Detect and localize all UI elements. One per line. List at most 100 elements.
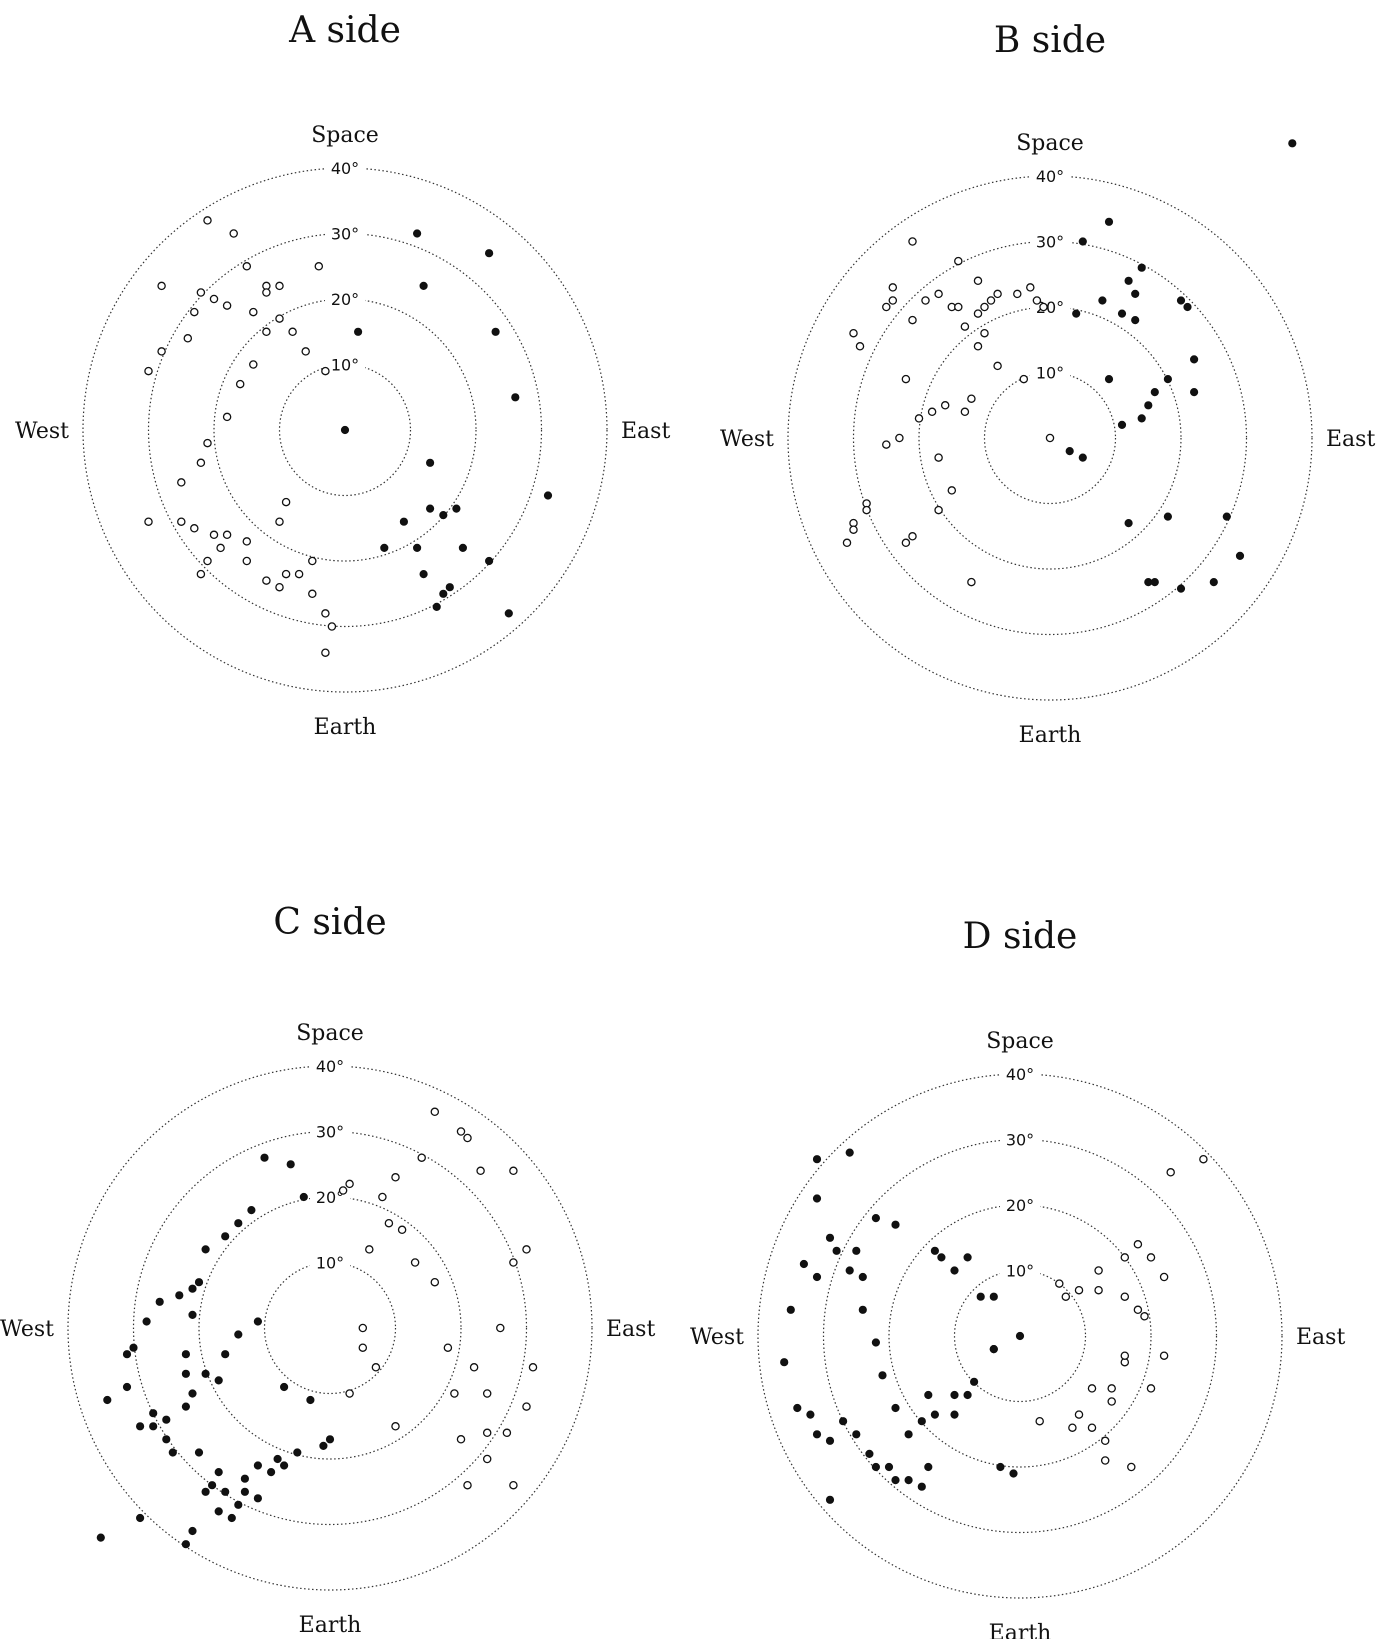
data-point-open [1159,1351,1169,1360]
ring-label-bg [310,1120,350,1141]
data-point-open [196,569,206,579]
data-point-filled [280,1461,289,1470]
data-point-open [281,569,291,579]
ring-label-bg [325,157,365,177]
ring-30 [132,1130,528,1526]
data-point-open [528,1363,538,1372]
data-point-filled [852,1430,861,1439]
data-point-filled [504,609,513,618]
data-point-open [973,309,983,318]
data-point-open [882,440,891,449]
data-point-filled [1190,355,1199,364]
data-point-open [1039,302,1048,312]
data-point-open [502,1428,512,1438]
data-point-open [308,556,317,566]
data-point-open [888,296,898,305]
panel-title: A side [288,10,401,51]
data-point-filled [1009,1469,1018,1478]
data-point-filled [426,458,435,467]
data-point-filled [878,1371,887,1380]
data-point-open [509,1166,518,1176]
data-point-filled [839,1417,848,1426]
data-point-filled [976,1292,985,1301]
data-point-open [384,1218,394,1228]
data-point-filled [780,1358,789,1367]
data-point-open [301,347,310,356]
data-point-filled [917,1417,926,1426]
data-point-open [463,1480,472,1490]
data-point-filled [354,327,363,336]
direction-label-top: Space [1016,131,1084,156]
data-point-open [496,1323,505,1333]
data-point-open [1120,1351,1130,1360]
data-point-open [456,1435,466,1444]
data-point-filled [306,1395,315,1405]
data-point-open [934,453,943,462]
data-point-filled [1150,578,1159,587]
data-point-open [371,1363,381,1372]
data-point-filled [201,1369,210,1378]
data-point-open [921,296,930,305]
data-point-open [338,1186,348,1195]
ring-40 [82,167,608,693]
data-point-filled [865,1449,874,1459]
data-point-filled [260,1153,269,1162]
data-point-filled [1176,296,1186,305]
data-point-open [934,289,943,299]
data-point-filled [122,1382,132,1392]
data-point-open [308,589,317,599]
data-point-open [463,1133,472,1143]
data-point-open [222,301,232,310]
ring-label-bg [325,288,365,308]
direction-label-top: Space [296,1021,364,1046]
data-point-open [144,366,153,376]
data-point-filled [812,1155,822,1164]
data-point-filled [280,1382,289,1392]
data-point-filled [419,570,428,579]
data-point-open [209,530,219,540]
ring-label-bg [1030,230,1070,251]
data-point-filled [1137,263,1146,272]
data-point-filled [832,1246,841,1255]
panel-b: B side 10° 20° 30° 40° Space Earth West East [720,20,1375,748]
data-point-filled [413,229,422,238]
ring-10 [263,1261,397,1395]
ring-label-10: 10° [1036,364,1064,383]
data-point-filled [194,1448,204,1457]
data-point-open [456,1127,466,1136]
direction-label-left: West [15,419,69,444]
data-point-filled [221,1350,230,1359]
data-point-filled [825,1233,835,1242]
data-point-open [1100,1456,1110,1465]
data-point-filled [227,1513,236,1523]
data-point-filled [214,1376,223,1385]
data-point-filled [1190,388,1199,397]
data-point-filled [319,1441,328,1451]
panel-title: B side [994,20,1106,61]
data-point-open [522,1245,531,1254]
data-point-filled [155,1297,164,1306]
data-point-filled [989,1292,998,1301]
ring-label-30: 30° [316,1123,344,1142]
ring-label-10: 10° [331,356,359,375]
data-point-open [914,414,924,423]
data-point-open [196,458,206,468]
data-point-filled [129,1343,138,1352]
data-point-filled [491,327,500,336]
data-point-filled [891,1403,900,1413]
data-point-open [450,1389,459,1398]
data-point-open [410,1258,420,1267]
data-point-filled [253,1494,262,1503]
ring-label-bg [1000,1128,1040,1149]
direction-label-left: West [690,1325,744,1350]
data-point-filled [485,249,494,258]
data-point-open [895,433,904,443]
data-point-filled [380,543,389,553]
ring-label-bg [1000,1259,1040,1280]
data-point-open [288,327,297,337]
data-point-open [1026,283,1035,292]
ring-20 [198,1196,462,1460]
ring-label-20: 20° [1006,1196,1034,1215]
data-point-open [275,517,284,526]
